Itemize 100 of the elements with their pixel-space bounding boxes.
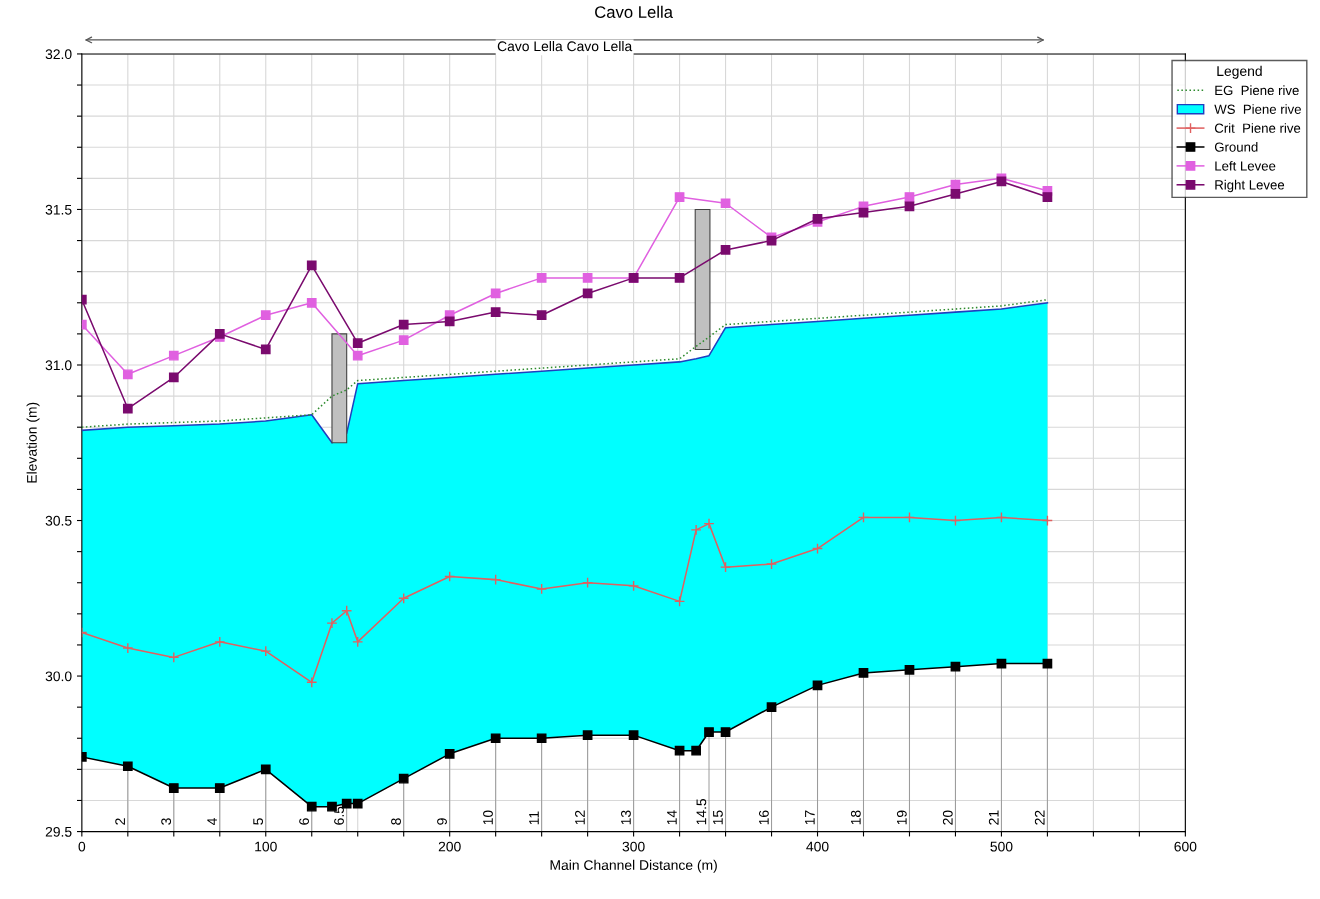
x-tick-label: 600 [1174, 841, 1197, 852]
point [812, 213, 823, 224]
chart-title: Cavo Lella [595, 5, 673, 18]
point [490, 288, 501, 299]
point [306, 676, 318, 688]
point [260, 764, 271, 775]
y-tick-label: 30.0 [45, 671, 72, 682]
point [536, 310, 547, 321]
annotation: 9 [437, 818, 447, 825]
point [1041, 514, 1053, 527]
annotation: 14 [667, 810, 677, 825]
point [168, 783, 179, 793]
point [628, 580, 640, 592]
annotation: 17 [805, 810, 815, 825]
text: Cavo Lella Cavo Lella [497, 40, 633, 52]
legend-label: Ground [1214, 142, 1258, 152]
point [444, 570, 456, 583]
point [122, 403, 133, 414]
point [352, 350, 363, 361]
point [765, 558, 778, 570]
point [398, 592, 410, 604]
annotation: 16 [758, 810, 769, 825]
point [536, 273, 547, 283]
point [398, 319, 409, 330]
point [674, 745, 685, 756]
point [904, 201, 915, 212]
point [674, 192, 685, 202]
point [857, 511, 870, 523]
annotation: 2 [115, 818, 125, 825]
point [444, 748, 455, 759]
point [260, 645, 272, 657]
y-tick-label: 29.5 [45, 826, 72, 837]
point [582, 577, 594, 589]
annotation: 13 [621, 810, 631, 825]
point [720, 245, 731, 255]
line-series [81, 298, 1049, 428]
point [214, 783, 225, 793]
point [950, 189, 961, 199]
point [536, 733, 547, 744]
y-axis-title: Elevation (m) [26, 402, 40, 483]
point [168, 372, 179, 383]
annotation: 18 [850, 810, 861, 825]
point [490, 733, 501, 744]
point [703, 518, 715, 530]
point [536, 583, 548, 595]
point [720, 727, 731, 737]
point [490, 307, 501, 317]
point [122, 369, 133, 380]
annotation: 3 [161, 818, 172, 825]
annotation: 11 [529, 811, 539, 825]
point [306, 297, 317, 308]
point [720, 198, 731, 209]
point [326, 617, 338, 629]
annotation: 10 [483, 810, 493, 825]
point [398, 773, 409, 784]
point [690, 524, 702, 536]
point [766, 702, 777, 713]
point [720, 561, 732, 573]
point [950, 661, 961, 672]
annotation: 6 [299, 818, 309, 825]
x-tick-label: 500 [990, 841, 1013, 852]
x-tick-label: 0 [78, 841, 86, 852]
point [1042, 192, 1053, 202]
point [704, 727, 714, 737]
point [490, 574, 502, 586]
annotation: 14.5 [696, 798, 707, 825]
point [444, 316, 455, 327]
point [122, 761, 133, 772]
annotation: 20 [942, 810, 953, 825]
annotation: 21 [988, 810, 999, 825]
point [168, 651, 180, 663]
annotation: 4 [207, 818, 217, 826]
x-tick-label: 200 [438, 841, 461, 852]
point [352, 338, 363, 349]
legend-label: EG Piene rive [1215, 85, 1299, 96]
legend-title: Legend [1217, 65, 1262, 79]
legend-label: Right Levee [1215, 179, 1285, 193]
point [168, 350, 179, 361]
x-tick-label: 400 [806, 841, 829, 852]
point [995, 511, 1007, 523]
y-tick-label: 32.0 [45, 49, 72, 60]
point [214, 636, 226, 648]
point [260, 344, 271, 355]
point [398, 335, 409, 345]
y-tick-label: 31.0 [45, 360, 72, 371]
annotation: 19 [896, 810, 907, 825]
point [122, 642, 134, 654]
point [903, 511, 916, 523]
x-tick-label: 300 [622, 841, 645, 852]
annotation: 12 [575, 810, 585, 825]
legend-label: Crit Piene rive [1214, 123, 1301, 133]
point [582, 273, 593, 283]
point [674, 595, 686, 607]
point [306, 801, 317, 812]
x-axis-title: Main Channel Distance (m) [550, 859, 717, 873]
x-tick-label: 100 [255, 841, 277, 852]
point [811, 542, 824, 555]
point [858, 668, 869, 678]
annotation: 22 [1034, 810, 1045, 825]
point [306, 260, 317, 271]
